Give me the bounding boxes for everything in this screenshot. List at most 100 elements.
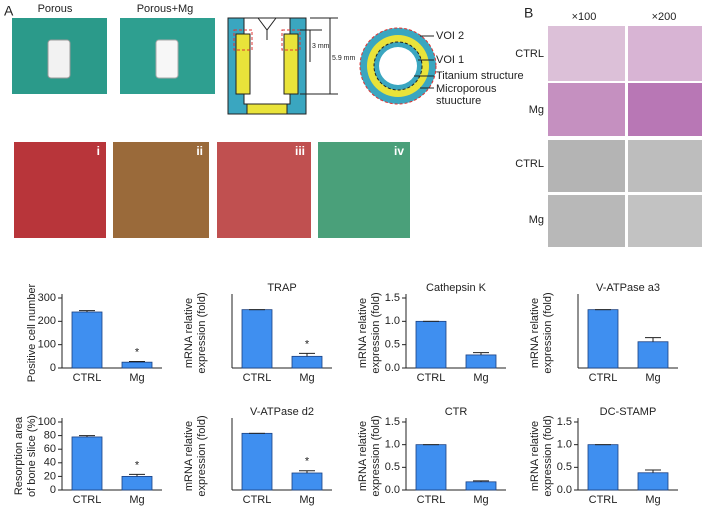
y-tick-label: 1.0 [385,439,400,451]
implant [155,39,179,79]
bar [71,436,103,491]
bar [121,361,153,369]
y-axis-label: expression (fold) [196,292,208,373]
y-axis-label: of bone slice (%) [26,415,38,497]
photo-label: iv [394,144,404,158]
pin [257,17,277,40]
microporous [235,33,251,95]
y-tick-label: 0.0 [385,484,400,496]
voi-box [233,29,253,51]
row-label: CTRL [515,158,544,170]
chart-title: TRAP [267,282,296,294]
sem-image [628,140,702,192]
error-bar [129,360,145,363]
sem-image [548,195,625,247]
micrograph [628,83,702,136]
y-tick-label: 0.0 [557,484,572,496]
bar [637,472,669,491]
voi-box [281,29,301,51]
x-tick-label: CTRL [589,372,618,384]
photo-label: Porous+Mg [137,3,194,15]
y-tick-label: 0 [50,362,56,374]
implant-diagram [227,17,338,115]
diagram-label: Microporous [436,83,497,95]
photo-label: Porous [38,3,73,15]
photo-label: i [97,144,100,158]
y-axis-label: mRNA relative [183,298,195,368]
x-tick-label: Mg [299,494,314,506]
error-bar [79,435,95,437]
chart-title: V-ATPase a3 [596,282,660,294]
photo [318,142,410,238]
y-tick-label: 40 [44,457,56,469]
error-bar [473,352,489,355]
error-bar [79,310,95,312]
chart-title: CTR [445,406,468,418]
error-bar [645,469,661,473]
microporous [246,103,288,115]
chart-title: Cathepsin K [426,282,487,294]
y-axis-label: expression (fold) [196,415,208,496]
diagram-label: VOI 2 [436,30,464,42]
y-axis-label: expression (fold) [370,415,382,496]
panel-label: B [524,5,533,21]
y-axis-label: mRNA relative [357,421,369,491]
y-axis-label: expression (fold) [542,292,554,373]
x-tick-label: CTRL [243,494,272,506]
photo-label: ii [196,144,203,158]
x-tick-label: CTRL [417,494,446,506]
sem-image [548,140,625,192]
y-axis-label: mRNA relative [357,298,369,368]
bar [587,309,619,369]
y-tick-label: 0.5 [385,339,400,351]
y-tick-label: 1.0 [385,315,400,327]
y-tick-label: 0.5 [557,461,572,473]
y-tick-label: 100 [38,416,56,428]
diagram-label: Titanium structure [436,70,524,82]
ring-diagram [359,27,437,105]
dimension-label: 3 mm [312,43,330,50]
significance: * [135,346,140,358]
column-label: ×200 [652,11,677,23]
x-tick-label: CTRL [417,372,446,384]
y-axis-label: Positive cell number [26,283,38,382]
y-tick-label: 300 [38,292,56,304]
bar [241,309,273,369]
error-bar [129,473,145,477]
error-bar [645,337,661,342]
x-tick-label: Mg [645,494,660,506]
bar [71,311,103,369]
row-label: Mg [529,104,544,116]
y-tick-label: 0.0 [385,362,400,374]
photo-label: iii [295,144,305,158]
bar [415,444,447,491]
micrograph [548,83,625,136]
chart-title: DC-STAMP [600,406,657,418]
x-tick-label: CTRL [243,372,272,384]
error-bar [299,470,315,473]
y-tick-label: 100 [38,339,56,351]
panel-label: A [4,3,14,19]
x-tick-label: Mg [645,372,660,384]
bar [291,472,323,491]
y-tick-label: 20 [44,470,56,482]
bar [415,320,447,369]
x-tick-label: Mg [129,494,144,506]
bar [587,444,619,491]
column-label: ×100 [572,11,597,23]
diagram-label: stuucture [436,95,481,107]
x-tick-label: CTRL [73,494,102,506]
significance: * [305,338,310,350]
y-axis-label: mRNA relative [183,421,195,491]
error-bar [299,352,315,357]
y-tick-label: 1.0 [557,439,572,451]
x-tick-label: CTRL [589,494,618,506]
microporous [283,33,299,95]
bar [291,355,323,369]
y-tick-label: 60 [44,443,56,455]
diagram-label: VOI 1 [436,54,464,66]
bar [465,481,497,491]
chart-title: V-ATPase d2 [250,406,314,418]
y-tick-label: 1.5 [385,292,400,304]
